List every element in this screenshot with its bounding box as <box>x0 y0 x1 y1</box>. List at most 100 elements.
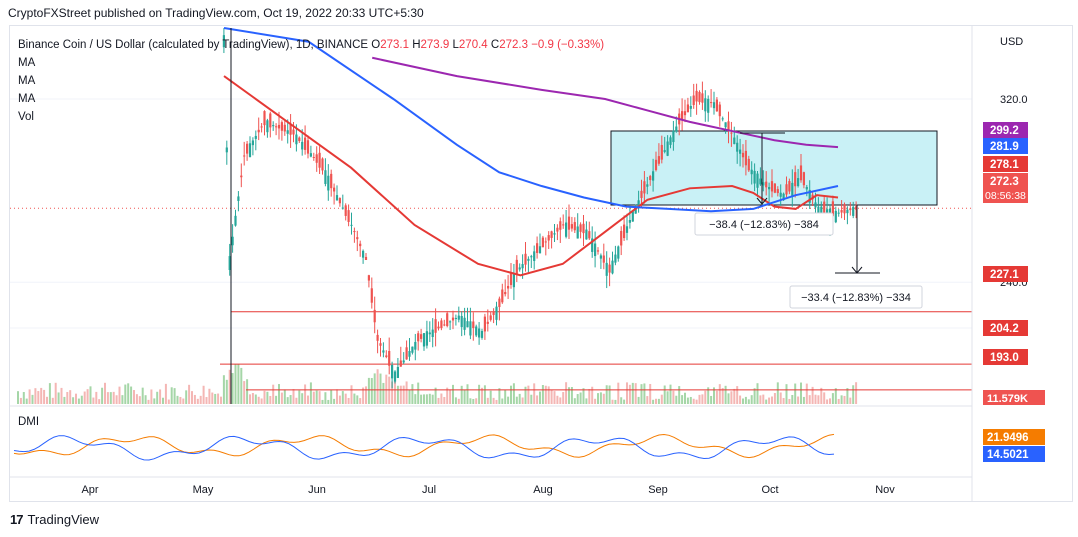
volume-bar <box>718 384 721 404</box>
volume-bar <box>544 385 547 404</box>
volume-bar <box>92 397 95 404</box>
candle-body <box>524 253 527 265</box>
volume-bar <box>481 387 483 404</box>
candle-body <box>785 184 788 195</box>
candle-body <box>553 233 556 235</box>
volume-bar <box>565 382 568 404</box>
footer[interactable]: 17 TradingView <box>10 512 99 527</box>
support-lines[interactable] <box>10 207 972 391</box>
volume-bar <box>54 382 57 404</box>
candle-body <box>486 321 489 324</box>
volume-bar <box>440 393 443 404</box>
volume-bar <box>193 394 196 404</box>
volume-bar <box>211 392 214 404</box>
volume-bar <box>762 394 765 404</box>
candle-body <box>724 122 727 128</box>
volume-bar <box>843 395 846 404</box>
volume-bar <box>501 398 504 404</box>
volume-bar <box>776 382 779 404</box>
dmi-plus-line <box>13 435 835 461</box>
candle-body <box>623 224 626 239</box>
candle-body <box>541 237 544 248</box>
chart-frame <box>9 25 1073 502</box>
volume-bar <box>614 399 617 404</box>
volume-bar <box>617 382 620 404</box>
volume-bar <box>599 392 602 404</box>
candle-body <box>246 143 249 154</box>
candle-body <box>837 212 840 214</box>
candle-body <box>669 137 672 145</box>
volume-bar <box>159 389 162 404</box>
legend-ma-2: MA <box>18 75 36 87</box>
volume-bar <box>130 386 133 404</box>
price-axis[interactable]: USD320.0240.0220.0299.2281.9278.1272.308… <box>971 26 1045 501</box>
candle-body <box>327 175 330 191</box>
candle-body <box>489 315 492 320</box>
candle-body <box>730 132 733 134</box>
candle-body <box>478 328 481 338</box>
candle-body <box>483 316 486 332</box>
volume-bar <box>367 377 370 404</box>
candle-body <box>797 178 800 187</box>
candle-body <box>686 104 689 113</box>
volume-bar <box>623 399 626 404</box>
candle-body <box>602 255 605 263</box>
candle-body <box>721 118 724 120</box>
candle-body <box>391 364 394 379</box>
candle-body <box>521 264 524 269</box>
candle-body <box>559 221 562 230</box>
candle-body <box>802 172 805 186</box>
dmi-tag <box>983 429 1045 445</box>
candle-body <box>277 124 281 129</box>
volume-bar <box>278 384 280 404</box>
volume-bar <box>678 386 681 404</box>
month-label: Jul <box>422 484 436 496</box>
volume-bar <box>771 396 773 404</box>
volume-bar <box>585 398 588 404</box>
range-box[interactable] <box>610 130 938 206</box>
candle-body <box>849 208 852 211</box>
volume-bar <box>298 390 301 404</box>
volume-bar <box>338 395 341 404</box>
countdown-label: 08:56:38 <box>985 190 1026 202</box>
candle-body <box>707 98 710 113</box>
candle-body <box>692 95 695 106</box>
volume-bar <box>814 394 817 404</box>
volume-bar <box>156 391 159 404</box>
volume-bar <box>559 397 562 404</box>
candle-body <box>428 332 431 335</box>
volume-bar <box>498 388 501 404</box>
volume-bar <box>849 397 852 404</box>
volume-bar <box>188 384 191 404</box>
volume-bar <box>66 391 69 404</box>
volume-bar <box>657 398 660 404</box>
candle-body <box>417 333 420 342</box>
candle-body <box>527 258 530 261</box>
volume-bar <box>199 395 202 404</box>
volume-bar <box>31 394 34 404</box>
candle-body <box>840 210 843 213</box>
time-axis[interactable]: Apr May Jun Jul Aug Sep Oct Nov <box>10 476 972 496</box>
volume-bar <box>304 384 307 404</box>
volume-bar <box>768 397 771 404</box>
candle-body <box>591 238 594 252</box>
candle-body <box>469 321 472 336</box>
price-tag <box>983 156 1028 172</box>
measure-annotations[interactable]: −38.4 (−12.83%) −384 −33.4 (−12.83%) −334 <box>694 132 923 309</box>
tradingview-brand: TradingView <box>27 512 100 527</box>
volume-bar <box>179 396 182 404</box>
volume-bar <box>176 395 179 404</box>
candle-body <box>396 366 399 378</box>
month-label: Aug <box>533 484 553 496</box>
candle-body <box>704 98 707 112</box>
candle-body <box>411 346 414 353</box>
candle-body <box>823 201 826 214</box>
volume-bar <box>95 391 98 404</box>
volume-bar <box>289 395 292 404</box>
candle-body <box>446 313 449 327</box>
volume-bar <box>112 391 115 404</box>
candle-body <box>405 347 408 360</box>
y-tick-label: 320.0 <box>1000 94 1028 106</box>
volume-bar <box>115 395 118 404</box>
